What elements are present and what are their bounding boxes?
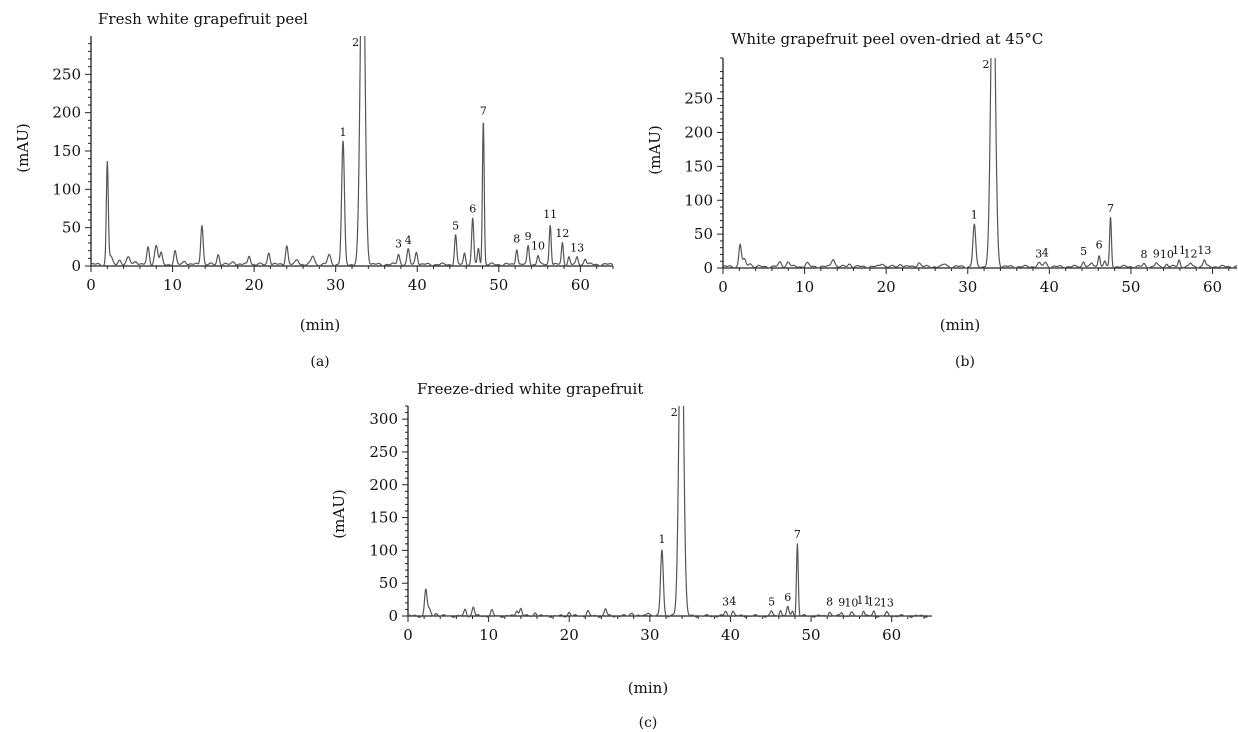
y-tick-label: 150 bbox=[52, 142, 81, 160]
y-tick-label: 50 bbox=[62, 219, 81, 237]
peak-label: 5 bbox=[1080, 245, 1087, 258]
x-tick-label: 30 bbox=[640, 626, 659, 644]
x-tick-label: 50 bbox=[802, 626, 821, 644]
peak-label: 6 bbox=[1096, 238, 1103, 251]
peak-label: 8 bbox=[1140, 248, 1147, 261]
peak-label: 1 bbox=[971, 209, 978, 222]
peak-label: 9 bbox=[838, 596, 845, 609]
chromatogram-trace bbox=[91, 36, 613, 267]
peak-label: 10 bbox=[1160, 248, 1174, 261]
y-axis-label: (mAU) bbox=[646, 125, 664, 174]
chromatogram-panel-b: White grapefruit peel oven-dried at 45°C… bbox=[646, 30, 1237, 370]
chromatogram-trace bbox=[408, 406, 932, 618]
x-tick-label: 40 bbox=[721, 626, 740, 644]
x-axis-label: (min) bbox=[628, 679, 668, 697]
y-tick-label: 150 bbox=[369, 509, 398, 527]
peak-label: 9 bbox=[525, 230, 532, 243]
chart-title: White grapefruit peel oven-dried at 45°C bbox=[731, 30, 1043, 48]
peak-label: 13 bbox=[570, 242, 584, 255]
peak-label: 11 bbox=[1172, 244, 1186, 257]
x-tick-label: 20 bbox=[560, 626, 579, 644]
y-tick-label: 100 bbox=[684, 191, 713, 209]
panel-label: (c) bbox=[639, 715, 658, 731]
peak-label: 10 bbox=[531, 239, 545, 252]
peak-label: 1 bbox=[658, 533, 665, 546]
x-tick-label: 60 bbox=[882, 626, 901, 644]
x-tick-label: 10 bbox=[479, 626, 498, 644]
peak-label: 2 bbox=[983, 58, 990, 71]
y-tick-label: 200 bbox=[369, 476, 398, 494]
y-tick-label: 150 bbox=[684, 157, 713, 175]
y-tick-label: 250 bbox=[369, 443, 398, 461]
peak-label: 7 bbox=[1107, 202, 1114, 215]
y-tick-label: 0 bbox=[388, 607, 398, 625]
y-tick-label: 250 bbox=[684, 90, 713, 108]
peak-label: 8 bbox=[826, 595, 833, 608]
peak-label: 11 bbox=[543, 208, 557, 221]
panel-label: (a) bbox=[310, 354, 329, 370]
x-tick-label: 10 bbox=[795, 278, 814, 296]
y-tick-label: 0 bbox=[703, 259, 713, 277]
x-tick-label: 20 bbox=[245, 276, 264, 294]
peak-label: 6 bbox=[784, 591, 791, 604]
x-tick-label: 40 bbox=[1040, 278, 1059, 296]
peak-label: 13 bbox=[880, 597, 894, 610]
y-axis-label: (mAU) bbox=[14, 123, 32, 172]
peak-label: 6 bbox=[469, 202, 476, 215]
x-tick-label: 50 bbox=[1121, 278, 1140, 296]
peak-label: 12 bbox=[1183, 247, 1197, 260]
peak-label: 2 bbox=[352, 36, 359, 49]
y-tick-label: 200 bbox=[684, 124, 713, 142]
peak-label: 1 bbox=[340, 126, 347, 139]
peak-label: 13 bbox=[1197, 244, 1211, 257]
x-tick-label: 0 bbox=[718, 278, 728, 296]
chromatogram-panel-a: Fresh white grapefruit peel (min) (mAU) … bbox=[14, 10, 614, 370]
peak-label: 7 bbox=[794, 528, 801, 541]
y-tick-label: 0 bbox=[71, 257, 81, 275]
peak-label: 12 bbox=[555, 227, 569, 240]
peak-label: 3 bbox=[1035, 247, 1042, 260]
y-tick-label: 100 bbox=[369, 541, 398, 559]
peak-label: 5 bbox=[452, 219, 459, 232]
panel-label: (b) bbox=[955, 354, 975, 370]
peak-label: 4 bbox=[405, 234, 412, 247]
peak-label: 10 bbox=[844, 597, 858, 610]
x-tick-label: 20 bbox=[877, 278, 896, 296]
peak-label: 5 bbox=[768, 595, 775, 608]
x-tick-label: 60 bbox=[1203, 278, 1222, 296]
x-tick-label: 10 bbox=[163, 276, 182, 294]
x-tick-label: 30 bbox=[958, 278, 977, 296]
peak-label: 3 bbox=[395, 238, 402, 251]
chromatogram-panel-c: Freeze-dried white grapefruit (min) (mAU… bbox=[330, 380, 932, 731]
chromatogram-trace bbox=[723, 58, 1237, 269]
x-tick-label: 0 bbox=[86, 276, 96, 294]
y-tick-label: 200 bbox=[52, 104, 81, 122]
peak-label: 11 bbox=[856, 594, 870, 607]
peak-label: 3 bbox=[722, 595, 729, 608]
x-tick-label: 50 bbox=[489, 276, 508, 294]
peak-label: 8 bbox=[513, 232, 520, 245]
y-tick-label: 300 bbox=[369, 410, 398, 428]
x-axis-label: (min) bbox=[300, 316, 340, 334]
peak-label: 9 bbox=[1153, 247, 1160, 260]
peak-label: 7 bbox=[480, 104, 487, 117]
peak-label: 4 bbox=[1042, 247, 1049, 260]
x-tick-label: 60 bbox=[571, 276, 590, 294]
y-tick-label: 50 bbox=[694, 225, 713, 243]
x-tick-label: 0 bbox=[403, 626, 413, 644]
x-axis-label: (min) bbox=[940, 316, 980, 334]
peak-label: 2 bbox=[671, 406, 678, 419]
peak-label: 12 bbox=[867, 595, 881, 608]
y-axis-label: (mAU) bbox=[330, 489, 348, 538]
peak-label: 4 bbox=[729, 595, 736, 608]
chart-title: Fresh white grapefruit peel bbox=[98, 10, 308, 28]
y-tick-label: 100 bbox=[52, 180, 81, 198]
y-tick-label: 250 bbox=[52, 65, 81, 83]
y-tick-label: 50 bbox=[379, 574, 398, 592]
x-tick-label: 40 bbox=[408, 276, 427, 294]
x-tick-label: 30 bbox=[326, 276, 345, 294]
chart-title: Freeze-dried white grapefruit bbox=[417, 380, 643, 398]
